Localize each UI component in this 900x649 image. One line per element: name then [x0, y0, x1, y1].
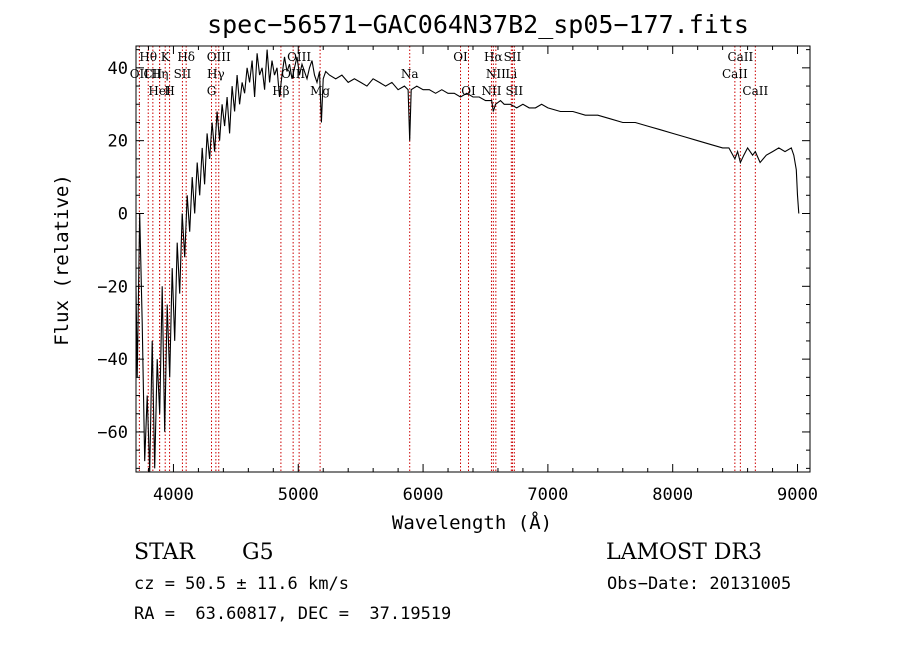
x-tick-label-5: 9000 — [777, 485, 818, 505]
y-tick-label-3: 0 — [118, 204, 128, 224]
line-label-25: CaII — [722, 67, 748, 81]
line-label-21: NII — [486, 67, 506, 81]
y-tick-label-5: 40 — [108, 59, 128, 79]
object-class: STAR — [134, 540, 195, 565]
y-tick-label-4: 20 — [108, 132, 128, 152]
y-tick-label-1: −40 — [97, 350, 128, 370]
line-label-1: Hθ — [139, 50, 157, 64]
x-axis-ticks: 4000 5000 6000 7000 8000 9000 — [147, 46, 818, 505]
line-label-17: OI — [453, 50, 468, 64]
line-label-10: Hγ — [207, 67, 225, 81]
line-label-12: Hβ — [272, 84, 289, 98]
line-label-0: OII — [130, 67, 150, 81]
line-label-3: Hη — [151, 67, 169, 81]
x-tick-label-4: 8000 — [652, 485, 693, 505]
line-label-26: CaII — [727, 50, 753, 64]
y-tick-label-0: −60 — [97, 423, 128, 443]
line-label-6: H — [164, 84, 174, 98]
y-axis-label: Flux (relative) — [51, 174, 73, 346]
line-label-11: OIII — [207, 50, 231, 64]
line-label-20: Hα — [484, 50, 503, 64]
line-label-16: Na — [401, 67, 419, 81]
line-label-14: OIII — [287, 50, 311, 64]
flux-series-line — [135, 49, 800, 473]
y-tick-label-2: −20 — [97, 277, 128, 297]
x-tick-label-1: 5000 — [278, 485, 319, 505]
x-tick-label-3: 7000 — [527, 485, 568, 505]
line-label-9: G — [207, 84, 217, 98]
line-label-19: NII — [481, 84, 501, 98]
survey-name: LAMOST DR3 — [606, 540, 762, 565]
line-label-24: SII — [505, 84, 523, 98]
plot-frame — [135, 45, 811, 473]
line-label-23: SII — [504, 50, 522, 64]
line-label-7: SII — [174, 67, 192, 81]
observation-date: Obs−Date: 20131005 — [607, 574, 792, 594]
spectral-line-labels: OIIHθCIIHηHeIKHSIIHδGHγOIIIHβOIIIOIIIMgN… — [130, 50, 769, 98]
y-axis-ticks: −60 −40 −20 0 20 40 — [97, 49, 810, 469]
line-label-2: CII — [144, 67, 163, 81]
spectral-line-markers — [138, 46, 756, 472]
chart-title: spec−56571−GAC064N37B2_sp05−177.fits — [207, 10, 749, 39]
line-label-27: CaII — [742, 84, 768, 98]
line-label-4: HeI — [148, 84, 171, 98]
line-label-8: Hδ — [177, 50, 195, 64]
coordinates: RA = 63.60817, DEC = 37.19519 — [134, 604, 452, 624]
object-subclass: G5 — [242, 540, 274, 565]
line-label-22: Li — [505, 67, 517, 81]
x-tick-label-2: 6000 — [403, 485, 444, 505]
x-tick-label-0: 4000 — [153, 485, 194, 505]
x-axis-label: Wavelength (Å) — [392, 511, 552, 534]
redshift-velocity: cz = 50.5 ± 11.6 km/s — [134, 574, 349, 594]
line-label-5: K — [161, 50, 171, 64]
